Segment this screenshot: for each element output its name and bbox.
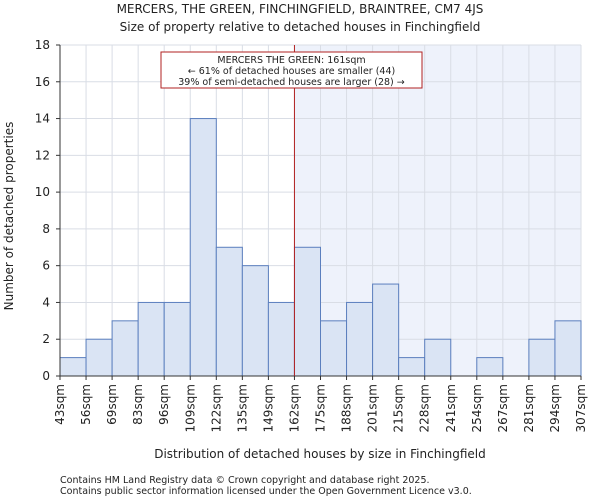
y-tick-label: 10 <box>35 185 50 199</box>
annotation-line-1: MERCERS THE GREEN: 161sqm <box>217 55 365 66</box>
bar <box>85 338 113 377</box>
y-tick-label: 8 <box>42 222 50 236</box>
x-tick-label: 162sqm <box>287 384 301 432</box>
y-tick-label: 16 <box>35 75 50 89</box>
x-tick-label: 241sqm <box>444 384 458 432</box>
bar <box>528 338 556 377</box>
bar <box>424 338 452 377</box>
footer-line-2: Contains public sector information licen… <box>60 486 472 497</box>
x-tick-label: 109sqm <box>183 384 197 432</box>
bar <box>554 320 582 377</box>
bar <box>476 357 504 377</box>
chart-title: MERCERS, THE GREEN, FINCHINGFIELD, BRAIN… <box>117 2 484 16</box>
bar <box>346 301 374 377</box>
bar <box>137 301 165 377</box>
x-tick-label: 281sqm <box>522 384 536 432</box>
plot-area: 0 2 4 6 8 10 12 14 16 18 43sqm 56sqm 69sqm 83sqm 96sqm… <box>35 38 588 432</box>
bar <box>189 118 217 377</box>
bar <box>111 320 139 377</box>
x-tick-label: 83sqm <box>131 384 145 425</box>
y-tick-label: 2 <box>42 332 50 346</box>
y-tick-label: 18 <box>35 38 50 52</box>
x-tick-label: 254sqm <box>470 384 484 432</box>
bar <box>215 246 243 377</box>
y-tick-label: 12 <box>35 148 50 162</box>
x-tick-label: 69sqm <box>105 384 119 425</box>
x-tick-label: 215sqm <box>392 384 406 432</box>
x-tick-label: 307sqm <box>574 384 588 432</box>
x-tick-label: 43sqm <box>53 384 67 425</box>
x-tick-label: 188sqm <box>340 384 354 432</box>
x-tick-label: 294sqm <box>548 384 562 432</box>
bar <box>267 301 295 377</box>
y-tick-label: 4 <box>42 295 50 309</box>
x-tick-label: 149sqm <box>261 384 275 432</box>
annotation-line-2: ← 61% of detached houses are smaller (44… <box>188 66 395 77</box>
footer-line-1: Contains HM Land Registry data © Crown c… <box>60 475 430 486</box>
x-tick-label: 175sqm <box>314 384 328 432</box>
x-tick-label: 267sqm <box>496 384 510 432</box>
bar <box>59 357 87 377</box>
bar <box>241 265 269 377</box>
chart-subtitle: Size of property relative to detached ho… <box>120 20 481 34</box>
y-axis-label: Number of detached properties <box>2 122 16 311</box>
annotation-box <box>160 51 423 89</box>
bar <box>293 246 322 377</box>
annotation-line-3: 39% of semi-detached houses are larger (… <box>178 77 405 88</box>
bar <box>398 357 426 377</box>
x-axis-label: Distribution of detached houses by size … <box>154 447 486 461</box>
x-tick-label: 122sqm <box>209 384 223 432</box>
y-tick-label: 6 <box>42 259 50 273</box>
x-tick-label: 228sqm <box>418 384 432 432</box>
y-tick-label: 0 <box>42 369 50 383</box>
bar <box>320 320 348 377</box>
x-tick-label: 96sqm <box>157 384 171 425</box>
x-tick-label: 201sqm <box>366 384 380 432</box>
bar <box>163 301 191 377</box>
x-tick-label: 135sqm <box>235 384 249 432</box>
y-tick-label: 14 <box>35 112 50 126</box>
bar <box>372 283 400 377</box>
x-tick-label: 56sqm <box>79 384 93 425</box>
